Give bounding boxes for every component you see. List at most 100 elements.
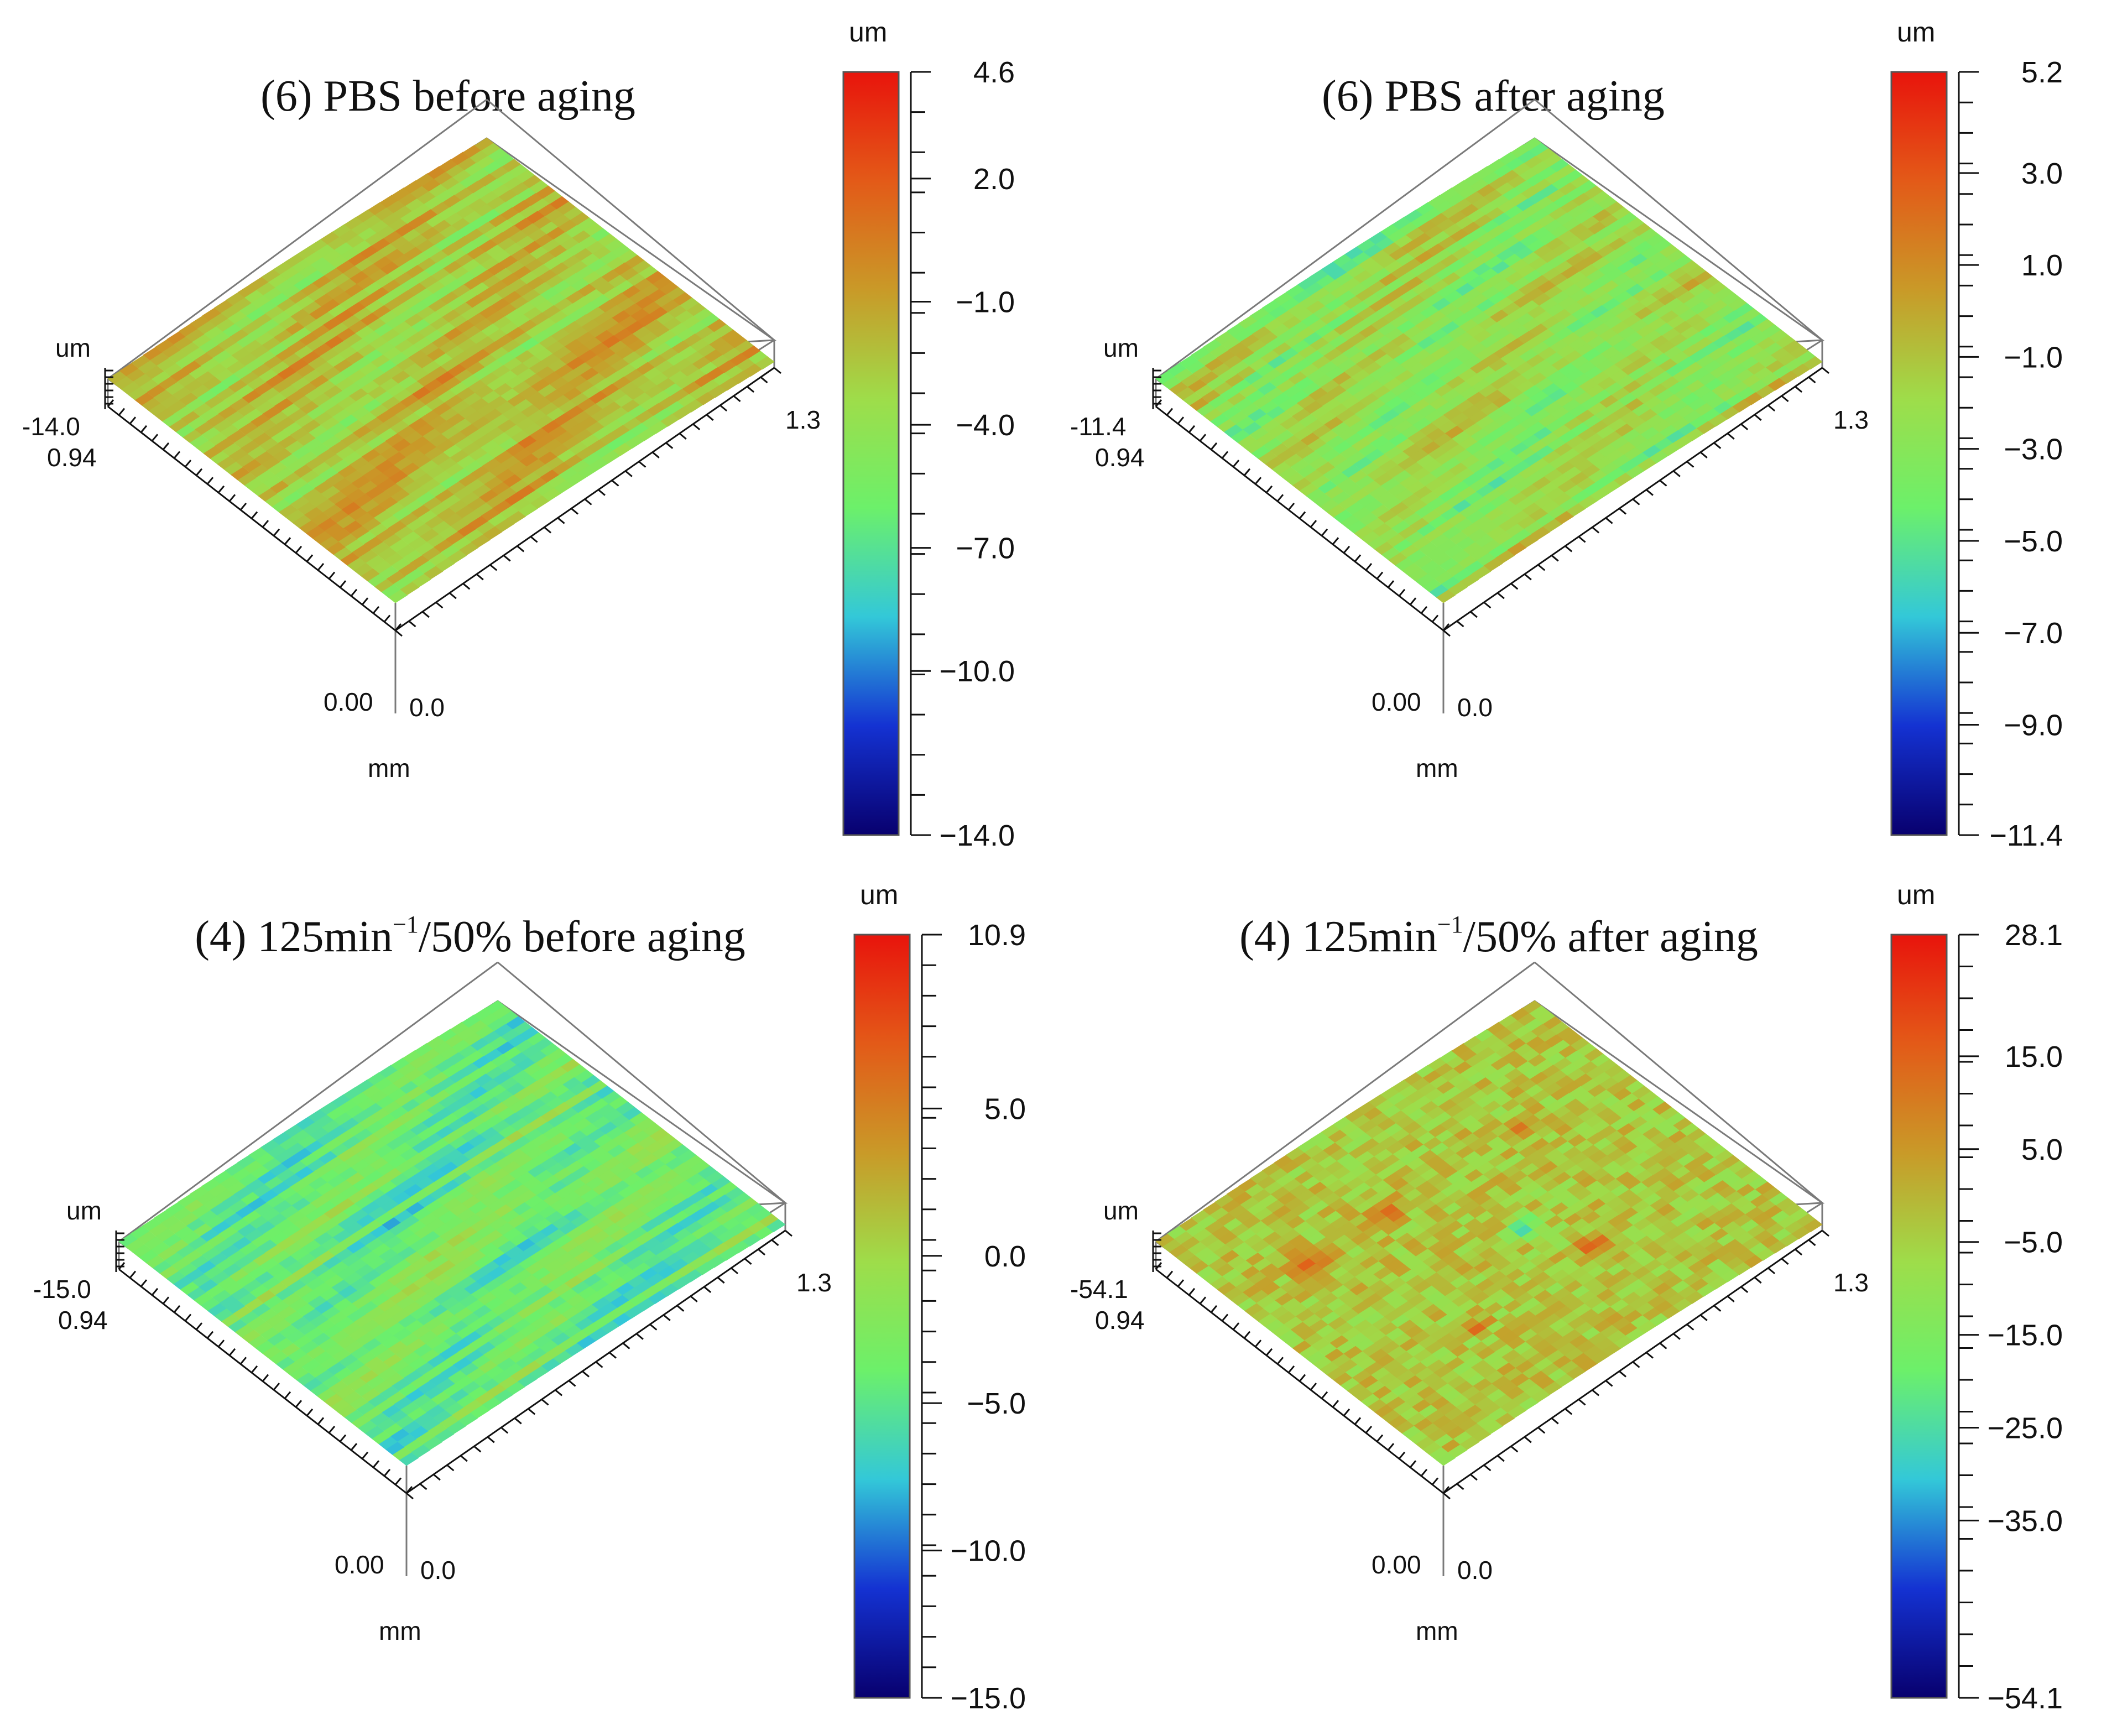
x-axis-tick: [611, 479, 619, 487]
y-axis-tick: [1398, 588, 1406, 597]
surface-cell: [494, 518, 514, 532]
x-axis-tick: [1510, 583, 1519, 590]
x-axis-tick: [1524, 574, 1532, 581]
y-axis-tick: [162, 1296, 170, 1305]
y-axis-tick: [228, 494, 236, 502]
x-axis-tick: [1469, 611, 1478, 618]
title-tail: /50% before aging: [419, 913, 745, 961]
x-axis-tick: [744, 1258, 752, 1265]
x-axis-tick: [473, 1446, 482, 1453]
colorbar-tick-label: −1.0: [2004, 341, 2063, 374]
y-axis-tick: [339, 1434, 347, 1442]
x-axis-tick: [460, 1455, 468, 1462]
x-axis-tick: [747, 385, 755, 393]
colorbar-tick-label: −3.0: [2004, 433, 2063, 466]
y-axis-tick: [195, 468, 203, 476]
colorbar-tick-label: −7.0: [956, 532, 1015, 565]
y-axis-tick: [383, 1468, 391, 1477]
x-axis-tick: [1686, 461, 1694, 468]
x-axis-tick: [1537, 564, 1546, 571]
x-axis-tick: [449, 592, 457, 599]
z-axis-unit: um: [55, 333, 91, 362]
y-axis-tick: [1321, 528, 1328, 536]
colorbar-tick-label: 3.0: [2021, 157, 2063, 190]
x-axis-tick: [1456, 620, 1464, 628]
x-axis-tick: [774, 367, 781, 374]
x-axis-tick: [595, 1361, 603, 1368]
y-axis-tick: [173, 451, 181, 459]
x-axis-tick: [1619, 508, 1626, 515]
x-axis-tick: [489, 564, 498, 571]
x-axis-tick: [500, 1427, 509, 1434]
surface-map: [1155, 1000, 1823, 1466]
x-axis-tick: [514, 1417, 522, 1425]
y-axis-tick: [328, 1426, 336, 1433]
y-axis-tick: [1420, 606, 1428, 614]
colorbar-tick-label: 5.2: [2021, 56, 2063, 89]
y-axis-tick: [1199, 434, 1207, 442]
x-axis-tick: [517, 545, 525, 552]
colorbar-tick-label: −9.0: [2004, 708, 2063, 742]
colorbar-tick-label: −5.0: [2004, 525, 2063, 558]
y-axis-tick: [151, 1287, 159, 1296]
x-axis-tick: [528, 1408, 536, 1415]
y-axis-tick: [217, 1339, 225, 1348]
x-axis-tick: [435, 601, 444, 609]
y-axis-tick: [1243, 468, 1251, 476]
y-axis-tick: [295, 1400, 303, 1408]
y-axis-tick: [1254, 477, 1262, 485]
y-axis-tick: [1343, 545, 1350, 554]
panel-title: (4) 125min−1/50% before aging: [195, 911, 745, 961]
x-axis-tick: [635, 1333, 644, 1340]
x-axis-tick: [679, 432, 687, 440]
x-axis-tick: [692, 423, 701, 430]
y-axis-tick: [184, 460, 192, 467]
colorbar-tick-label: −11.4: [1989, 819, 2063, 852]
y-axis-tick: [1188, 425, 1196, 433]
x-axis-tick: [690, 1295, 698, 1302]
y-axis-tick: [1299, 511, 1306, 519]
y-axis-max-label: 0.94: [47, 443, 97, 472]
y-axis-tick: [251, 511, 258, 519]
colorbar-tick-label: −7.0: [2004, 617, 2063, 650]
y-axis-tick: [284, 1391, 291, 1399]
panel-title: (6) PBS before aging: [260, 72, 635, 121]
colorbar-unit: um: [860, 879, 898, 910]
x-axis-tick: [1483, 601, 1492, 609]
x-axis-tick: [649, 1323, 658, 1331]
x-axis-tick: [1496, 592, 1505, 599]
y-axis-tick: [140, 1279, 148, 1287]
x-axis-tick: [785, 1229, 792, 1237]
y-axis-origin-label: 0.00: [335, 1550, 384, 1579]
x-axis-tick: [624, 470, 633, 477]
y-axis-tick: [284, 537, 291, 545]
x-axis-tick: [758, 1248, 766, 1256]
y-axis-tick: [361, 1451, 369, 1459]
x-axis-tick: [582, 1370, 590, 1378]
x-axis-tick: [487, 1436, 495, 1443]
x-axis-tick: [1672, 470, 1681, 477]
y-axis-tick: [339, 580, 347, 588]
y-axis-tick: [1376, 571, 1384, 580]
xy-axis-unit: mm: [368, 754, 410, 783]
x-axis-tick: [1740, 423, 1749, 430]
x-axis-tick: [760, 376, 768, 384]
x-axis-tick: [530, 536, 538, 543]
x-axis-tick: [665, 442, 674, 449]
x-axis-max-label: 1.3: [785, 405, 821, 434]
x-axis-tick: [568, 1380, 576, 1387]
title-main: (4) 125min: [195, 913, 393, 961]
x-axis-tick: [1592, 526, 1600, 534]
z-axis-min-label: -15.0: [33, 1275, 91, 1304]
panel-p4: (4) 125min−1/50% after agingum-54.10.941…: [1070, 879, 2063, 1715]
surface-cell: [435, 557, 455, 572]
x-axis-tick: [421, 611, 430, 618]
y-axis-tick: [195, 1322, 203, 1330]
y-axis-tick: [1287, 502, 1295, 510]
y-axis-tick: [1310, 520, 1317, 528]
y-axis-tick: [162, 442, 170, 450]
x-axis-tick: [1699, 451, 1708, 458]
x-axis-tick: [651, 451, 660, 458]
